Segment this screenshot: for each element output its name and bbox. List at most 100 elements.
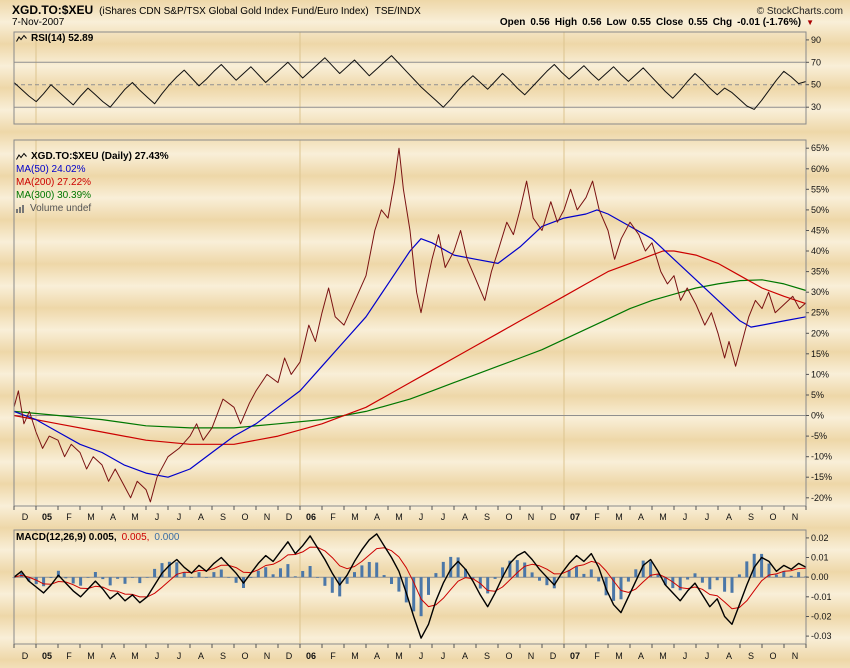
price-legend: XGD.TO:$XEU (Daily) 27.43% MA(50) 24.02% M…	[16, 150, 169, 215]
y-axis-label: 65%	[811, 143, 829, 153]
x-axis-label: M	[659, 512, 667, 522]
x-axis-label: M	[351, 651, 359, 661]
x-axis-label: 07	[570, 512, 580, 522]
macd-histogram-bar	[760, 553, 764, 578]
x-axis-label: D	[22, 651, 29, 661]
macd-histogram-bar	[145, 577, 149, 578]
x-axis-label: A	[726, 651, 732, 661]
x-axis-label: M	[87, 512, 95, 522]
macd-histogram-bar	[271, 574, 275, 578]
legend-label: MA(200) 27.22%	[16, 177, 92, 188]
x-axis-label: S	[220, 512, 226, 522]
ticker-description: (iShares CDN S&P/TSX Global Gold Index F…	[99, 6, 369, 17]
y-axis-label: 0.00	[811, 572, 829, 582]
macd-histogram-bar	[256, 570, 260, 578]
x-axis-label: J	[441, 651, 446, 661]
macd-histogram-bar	[375, 562, 379, 578]
y-axis-label: -0.03	[811, 631, 832, 641]
macd-legend-part: 0.005,	[121, 532, 150, 543]
macd-histogram-bar	[338, 577, 342, 597]
macd-legend-part: 0.000	[154, 532, 180, 543]
macd-histogram-bar	[27, 577, 31, 582]
macd-histogram-bar	[782, 571, 786, 578]
x-axis-label: O	[241, 651, 248, 661]
x-axis-label: N	[264, 512, 271, 522]
close-label: Close	[656, 17, 684, 28]
x-axis-label: 06	[306, 512, 316, 522]
x-axis-label: J	[177, 651, 182, 661]
macd-histogram-bar	[604, 577, 608, 596]
x-axis-label: S	[748, 512, 754, 522]
macd-histogram-bar	[656, 574, 660, 578]
series-MA(200)	[13, 250, 807, 445]
macd-histogram-bar	[789, 575, 793, 578]
macd-histogram-bar	[700, 577, 704, 583]
y-axis-label: 25%	[811, 308, 829, 318]
x-axis-label: J	[705, 651, 710, 661]
y-axis-label: 70	[811, 57, 821, 67]
macd-histogram-bar	[567, 569, 571, 578]
panel-border	[13, 529, 807, 645]
x-axis-label: N	[792, 512, 799, 522]
x-axis-label: 05	[42, 651, 52, 661]
x-axis-label: 06	[306, 651, 316, 661]
price-line-icon	[16, 152, 27, 160]
x-axis-label: A	[110, 651, 116, 661]
x-axis-label: S	[484, 512, 490, 522]
x-axis-label: D	[286, 651, 293, 661]
legend-item: MA(50) 24.02%	[16, 163, 169, 176]
macd-histogram-bar	[367, 562, 371, 578]
x-axis-label: S	[748, 651, 754, 661]
x-axis-label: A	[638, 512, 644, 522]
macd-histogram-bar	[330, 577, 334, 593]
y-axis-label: 0.01	[811, 553, 829, 563]
y-axis-label: -5%	[811, 431, 827, 441]
x-axis-label: J	[441, 512, 446, 522]
legend-item: MA(300) 30.39%	[16, 189, 169, 202]
macd-histogram-bar	[49, 577, 53, 578]
macd-histogram-bar	[723, 577, 727, 592]
y-axis-label: -15%	[811, 472, 832, 482]
macd-histogram-bar	[597, 577, 601, 582]
macd-histogram-bar	[767, 563, 771, 578]
macd-histogram-bar	[612, 577, 616, 601]
macd-histogram-bar	[293, 576, 297, 578]
ticker-symbol: XGD.TO:$XEU	[12, 3, 94, 17]
macd-histogram-bar	[56, 570, 60, 578]
y-axis-label: 5%	[811, 390, 824, 400]
x-axis-label: N	[528, 512, 535, 522]
macd-histogram-bar	[649, 561, 653, 578]
open-label: Open	[499, 17, 526, 28]
macd-histogram-bar	[397, 577, 401, 592]
chg-down-arrow-icon: ▼	[806, 18, 814, 27]
macd-histogram-bar	[419, 577, 423, 617]
x-axis-label: A	[462, 651, 468, 661]
x-axis-label: F	[594, 512, 600, 522]
macd-histogram-bar	[64, 577, 68, 579]
macd-histogram-bar	[130, 577, 134, 578]
macd-histogram-bar	[86, 577, 90, 578]
macd-histogram-bar	[797, 572, 801, 578]
x-axis-label: O	[769, 512, 776, 522]
y-axis-label: 45%	[811, 226, 829, 236]
macd-histogram-bar	[227, 577, 231, 578]
macd-histogram-bar	[279, 568, 282, 578]
ohlc-quote: Open 0.56 High 0.56 Low 0.55 Close 0.55 …	[500, 17, 814, 28]
macd-histogram-bar	[123, 577, 127, 584]
macd-histogram-bar	[79, 577, 83, 586]
macd-histogram-bar	[212, 572, 216, 578]
x-axis-label: D	[550, 512, 557, 522]
open-value: 0.56	[530, 17, 550, 28]
y-axis-label: 60%	[811, 164, 829, 174]
macd-histogram-bar	[575, 566, 578, 578]
macd-histogram-bar	[589, 569, 593, 578]
series-RSI(14)	[13, 55, 807, 110]
macd-histogram-bar	[774, 574, 778, 578]
low-label: Low	[606, 17, 627, 28]
macd-histogram-bar	[464, 568, 467, 578]
volume-bars-icon	[16, 205, 24, 213]
legend-label: Volume undef	[30, 203, 92, 214]
y-axis-label: 20%	[811, 328, 829, 338]
legend-item: Volume undef	[16, 202, 169, 215]
macd-histogram-bar	[449, 556, 453, 578]
